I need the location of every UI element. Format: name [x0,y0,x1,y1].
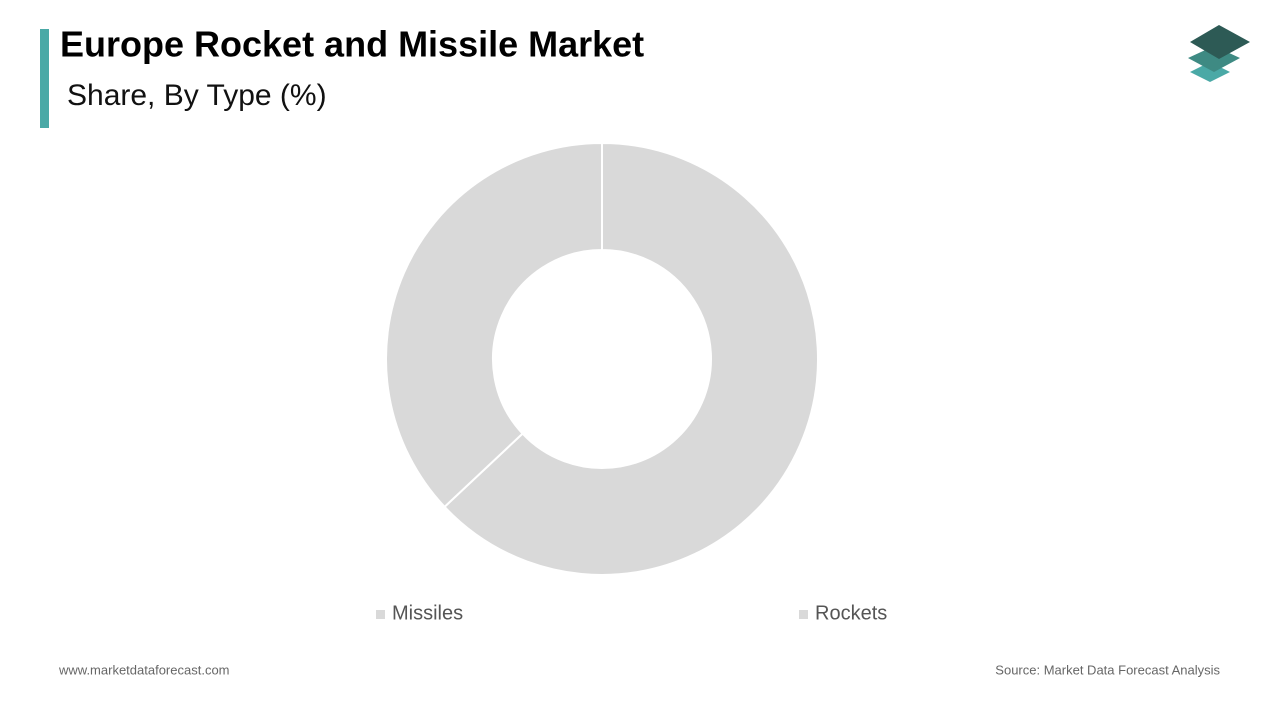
chart-title: Europe Rocket and Missile Market [60,24,644,65]
title-accent [40,29,49,128]
legend-swatch [376,610,385,619]
website: www.marketdataforecast.com [58,662,230,677]
legend-label: Missiles [392,602,463,624]
legend-label: Rockets [815,602,887,624]
slice [443,141,819,576]
chart-subtitle: Share, By Type (%) [67,79,327,112]
logo [1188,25,1250,82]
legend-swatch [799,610,808,619]
slice [385,141,603,509]
source: Source: Market Data Forecast Analysis [995,662,1220,677]
